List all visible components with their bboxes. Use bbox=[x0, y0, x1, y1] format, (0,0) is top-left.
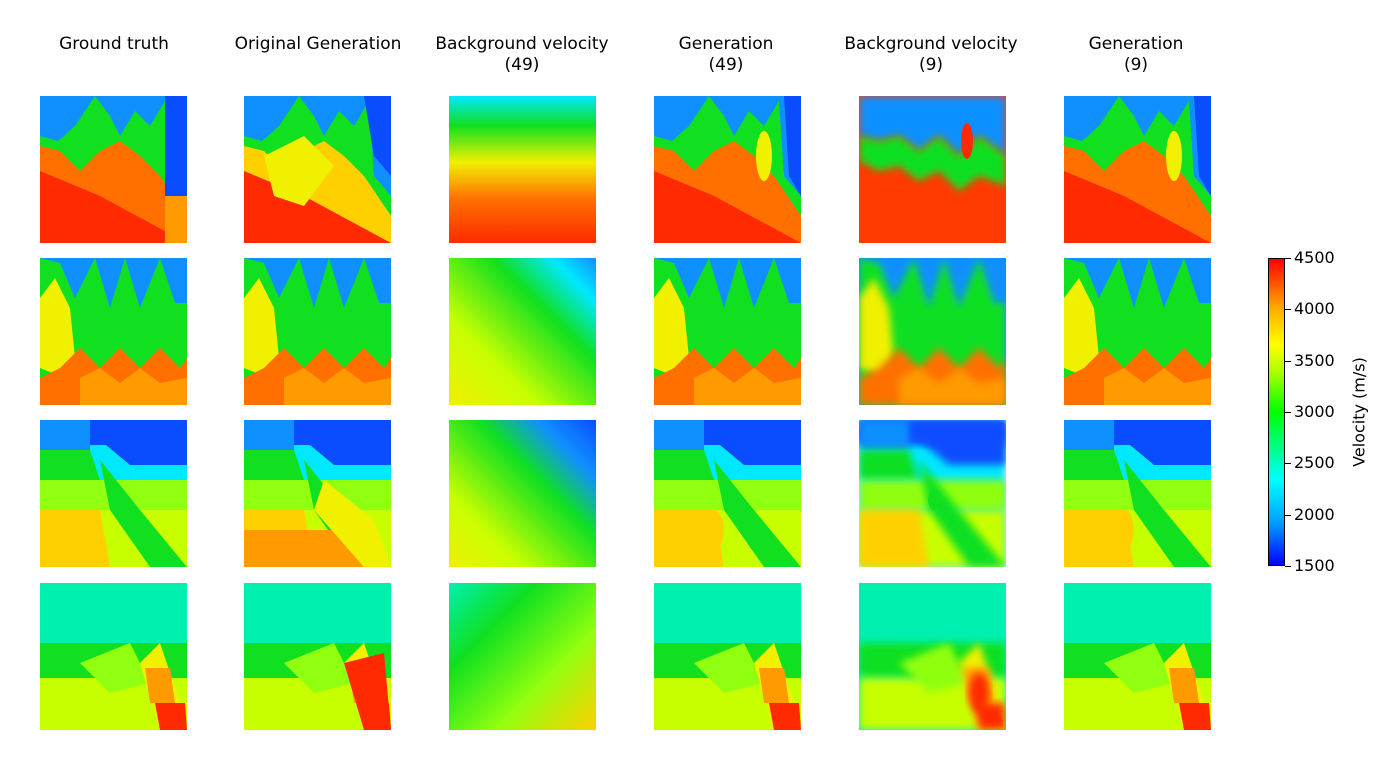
velocity-panel-r3-gt bbox=[40, 420, 187, 567]
velocity-panel-r3-gen49 bbox=[654, 420, 801, 567]
column-title-background-velocity-9: Background velocity (9) bbox=[844, 34, 1018, 75]
velocity-panel-r3-orig bbox=[244, 420, 391, 567]
velocity-panel-r2-gt bbox=[40, 258, 187, 405]
velocity-panel-r2-gen49 bbox=[654, 258, 801, 405]
velocity-panel-r3-bg49 bbox=[449, 420, 596, 567]
colorbar-tick-label: 4000 bbox=[1294, 299, 1335, 319]
colorbar-tick bbox=[1285, 309, 1291, 311]
colorbar-tick-label: 4500 bbox=[1294, 248, 1335, 267]
colorbar-tick-label: 1500 bbox=[1294, 556, 1335, 575]
colorbar-tick-label: 2500 bbox=[1294, 453, 1335, 473]
velocity-panel-r2-bg49 bbox=[449, 258, 596, 405]
velocity-panel-r2-orig bbox=[244, 258, 391, 405]
colorbar-tick bbox=[1285, 412, 1291, 413]
colorbar-tick bbox=[1285, 566, 1291, 567]
velocity-panel-r3-bg9 bbox=[859, 420, 1006, 567]
velocity-panel-r4-bg9 bbox=[859, 583, 1006, 730]
velocity-panel-r1-bg9 bbox=[859, 96, 1006, 243]
colorbar-tick bbox=[1285, 258, 1291, 259]
velocity-panel-r4-gen49 bbox=[654, 583, 801, 730]
column-title-ground-truth: Ground truth bbox=[59, 34, 169, 54]
velocity-panel-r4-bg49 bbox=[449, 583, 596, 730]
velocity-panel-r4-gt bbox=[40, 583, 187, 730]
velocity-panel-r2-gen9 bbox=[1064, 258, 1211, 405]
colorbar bbox=[1268, 258, 1285, 566]
velocity-panel-r1-bg49 bbox=[449, 96, 596, 243]
colorbar-tick bbox=[1285, 463, 1291, 465]
velocity-panel-r1-gt bbox=[40, 96, 187, 243]
velocity-panel-r1-gen9 bbox=[1064, 96, 1211, 243]
colorbar-tick-label: 3000 bbox=[1294, 402, 1335, 421]
velocity-panel-r1-orig bbox=[244, 96, 391, 243]
velocity-panel-r3-gen9 bbox=[1064, 420, 1211, 567]
colorbar-tick-label: 2000 bbox=[1294, 504, 1335, 524]
velocity-panel-r2-bg9 bbox=[859, 258, 1006, 405]
velocity-panel-r4-gen9 bbox=[1064, 583, 1211, 730]
colorbar-tick-label: 3500 bbox=[1294, 350, 1335, 370]
colorbar-tick bbox=[1285, 514, 1291, 516]
column-title-background-velocity-49: Background velocity (49) bbox=[435, 34, 609, 75]
column-title-generation-49: Generation (49) bbox=[678, 34, 774, 75]
velocity-panel-r1-gen49 bbox=[654, 96, 801, 243]
column-title-generation-9: Generation (9) bbox=[1088, 34, 1184, 75]
column-title-original-generation: Original Generation bbox=[234, 34, 402, 54]
colorbar-label: Velocity (m/s) bbox=[1349, 357, 1369, 467]
velocity-panel-r4-orig bbox=[244, 583, 391, 730]
colorbar-tick bbox=[1285, 360, 1291, 362]
